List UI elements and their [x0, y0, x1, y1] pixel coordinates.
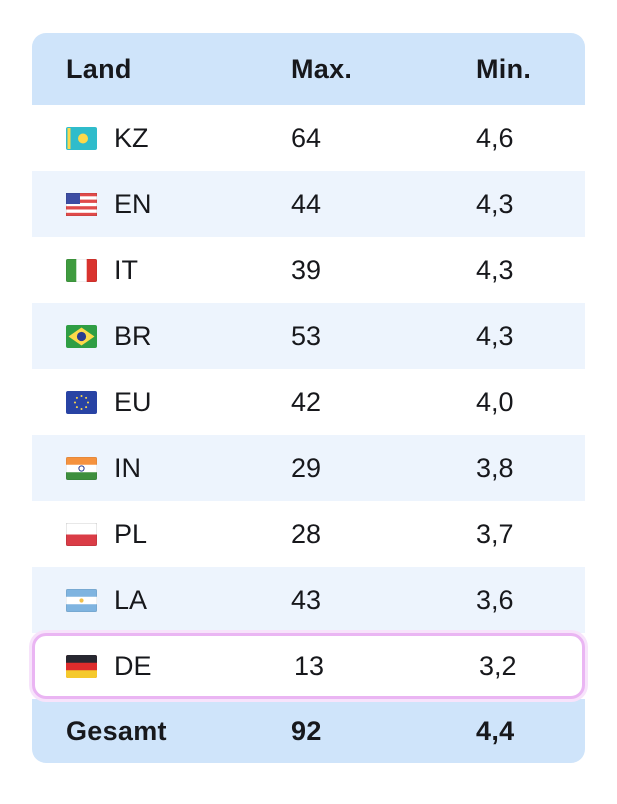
country-code: BR — [114, 320, 152, 351]
country-code: PL — [114, 518, 148, 549]
country-code: EU — [114, 386, 152, 417]
in-flag-icon — [66, 456, 97, 480]
table-row[interactable]: IT 39 4,3 — [32, 237, 585, 303]
total-row: Gesamt 92 4,4 — [32, 699, 585, 763]
total-label: Gesamt — [66, 715, 167, 746]
max-value: 64 — [291, 122, 322, 153]
column-header-max: Max. — [291, 53, 353, 84]
max-value: 13 — [294, 650, 325, 681]
column-header-land: Land — [66, 53, 132, 84]
eu-flag-icon — [66, 390, 97, 414]
land-cell: IN — [32, 453, 291, 484]
table-row[interactable]: BR 53 4,3 — [32, 303, 585, 369]
land-cell: IT — [32, 255, 291, 286]
min-value: 4,3 — [476, 188, 514, 219]
it-flag-icon — [66, 258, 97, 282]
land-cell: EN — [32, 189, 291, 220]
land-cell: DE — [35, 651, 294, 682]
land-cell: BR — [32, 321, 291, 352]
country-code: IN — [114, 452, 141, 483]
us-flag-icon — [66, 192, 97, 216]
total-max-value: 92 — [291, 715, 322, 746]
table-row-selected[interactable]: DE 13 3,2 — [32, 633, 585, 699]
min-value: 3,2 — [479, 650, 517, 681]
table-row[interactable]: EU 42 4,0 — [32, 369, 585, 435]
max-value: 42 — [291, 386, 322, 417]
max-value: 44 — [291, 188, 322, 219]
max-value: 39 — [291, 254, 322, 285]
country-code: EN — [114, 188, 152, 219]
min-value: 3,8 — [476, 452, 514, 483]
country-code: LA — [114, 584, 148, 615]
land-cell: KZ — [32, 123, 291, 154]
column-header-min: Min. — [476, 53, 532, 84]
min-value: 3,7 — [476, 518, 514, 549]
country-code: KZ — [114, 122, 149, 153]
max-value: 29 — [291, 452, 322, 483]
table-row[interactable]: EN 44 4,3 — [32, 171, 585, 237]
min-value: 3,6 — [476, 584, 514, 615]
kz-flag-icon — [66, 126, 97, 150]
land-cell: PL — [32, 519, 291, 550]
br-flag-icon — [66, 324, 97, 348]
land-cell: EU — [32, 387, 291, 418]
table-row[interactable]: KZ 64 4,6 — [32, 105, 585, 171]
de-flag-icon — [66, 654, 97, 678]
total-min-value: 4,4 — [476, 715, 515, 746]
country-code: IT — [114, 254, 138, 285]
ar-flag-icon — [66, 588, 97, 612]
pl-flag-icon — [66, 522, 97, 546]
table-row[interactable]: IN 29 3,8 — [32, 435, 585, 501]
table-row[interactable]: LA 43 3,6 — [32, 567, 585, 633]
min-value: 4,3 — [476, 254, 514, 285]
max-value: 28 — [291, 518, 322, 549]
min-value: 4,6 — [476, 122, 514, 153]
max-value: 53 — [291, 320, 322, 351]
country-code: DE — [114, 650, 152, 681]
max-value: 43 — [291, 584, 322, 615]
table-body: KZ 64 4,6 EN 44 4,3 IT 39 4,3 BR 53 4,3 … — [32, 105, 585, 699]
table-header-row: Land Max. Min. — [32, 33, 585, 105]
land-cell: LA — [32, 585, 291, 616]
min-value: 4,0 — [476, 386, 514, 417]
table-row[interactable]: PL 28 3,7 — [32, 501, 585, 567]
country-stats-table: Land Max. Min. KZ 64 4,6 EN 44 4,3 IT 39… — [32, 33, 585, 763]
min-value: 4,3 — [476, 320, 514, 351]
